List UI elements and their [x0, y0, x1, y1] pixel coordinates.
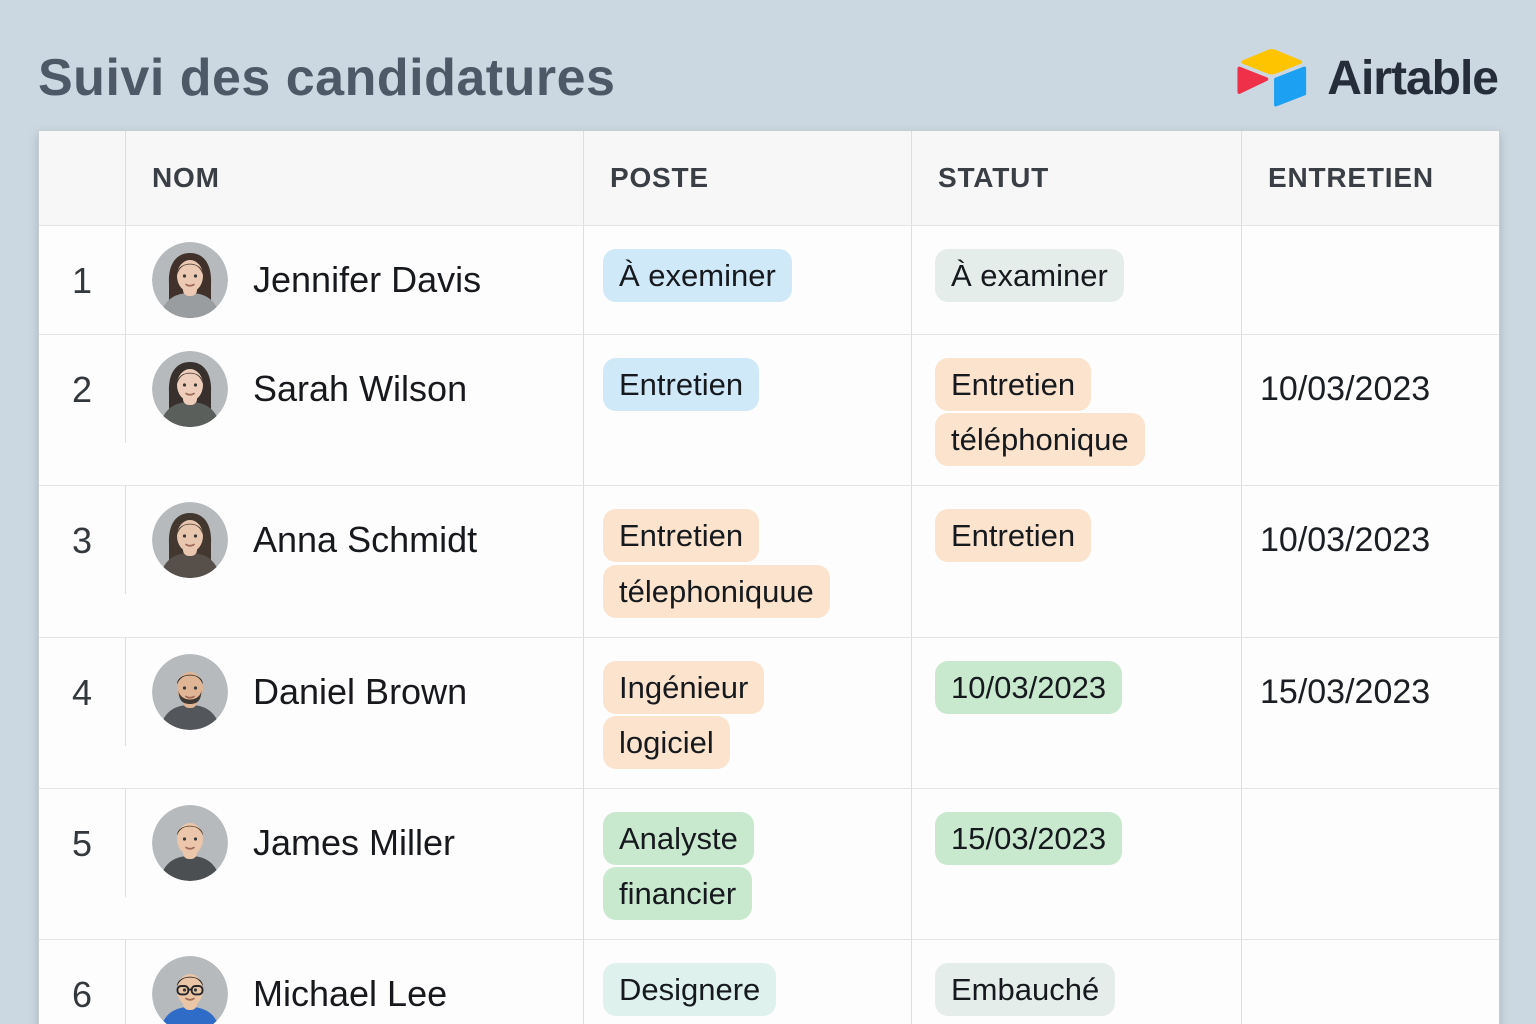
- candidate-name: Michael Lee: [253, 973, 448, 1015]
- statut-cell[interactable]: 15/03/2023: [911, 789, 1241, 940]
- poste-badge: Entretien: [603, 358, 760, 411]
- poste-badge: À exeminer: [603, 249, 792, 302]
- avatar-man-short-hair-beard: [152, 653, 228, 730]
- statut-cell[interactable]: Entretien téléphonique: [911, 335, 1241, 486]
- top-bar: Suivi des candidatures Airtable: [38, 34, 1499, 122]
- column-header-poste[interactable]: POSTE: [583, 131, 911, 225]
- name-cell[interactable]: Daniel Brown: [125, 637, 583, 746]
- poste-cell[interactable]: Ingénieur logiciel: [583, 637, 911, 789]
- name-cell[interactable]: Anna Schmidt: [125, 486, 583, 595]
- airtable-wordmark: Airtable: [1327, 51, 1499, 105]
- table-row[interactable]: 1 Jennifer Davis À exeminer À examiner: [39, 225, 1499, 334]
- entretien-cell[interactable]: 10/03/2023: [1241, 486, 1499, 637]
- row-number[interactable]: 1: [71, 260, 93, 301]
- candidate-name: Sarah Wilson: [253, 368, 468, 409]
- avatar-woman-dark-hair-pulled-back: [152, 351, 228, 427]
- candidate-name: Anna Schmidt: [253, 519, 478, 561]
- row-number[interactable]: 2: [71, 369, 93, 410]
- poste-cell[interactable]: Entretien télephoniquue: [583, 486, 911, 637]
- name-cell[interactable]: Michael Lee: [125, 940, 583, 1024]
- candidate-name: James Miller: [253, 822, 456, 864]
- statut-badge: Entretien: [935, 509, 1092, 563]
- statut-badge: 15/03/2023: [935, 812, 1123, 866]
- table-header-row: NOM POSTE STATUT ENTRETIEN: [39, 131, 1499, 225]
- candidates-table: NOM POSTE STATUT ENTRETIEN 1 Jennifer Davis…: [38, 130, 1500, 1024]
- entretien-cell[interactable]: [1241, 789, 1499, 940]
- name-cell[interactable]: Jennifer Davis: [125, 226, 583, 334]
- column-header-statut[interactable]: STATUT: [911, 131, 1241, 225]
- avatar-man-glasses-blue-shirt: [152, 956, 228, 1024]
- airtable-logo: Airtable: [1233, 45, 1499, 111]
- statut-badge: Entretien téléphonique: [935, 358, 1145, 467]
- statut-badge: Embauché: [935, 963, 1116, 1017]
- poste-cell[interactable]: Analyste financier: [583, 789, 911, 940]
- table-row[interactable]: 6 Michael Lee Designere Embauché: [39, 939, 1499, 1024]
- row-number[interactable]: 6: [71, 974, 93, 1016]
- statut-cell[interactable]: Entretien: [911, 486, 1241, 637]
- avatar-woman-long-brown-hair: [152, 502, 228, 579]
- statut-cell[interactable]: Embauché: [911, 940, 1241, 1024]
- candidate-name: Jennifer Davis: [253, 259, 482, 300]
- page-title: Suivi des candidatures: [38, 49, 616, 107]
- table-row[interactable]: 2 Sarah Wilson Entretien Entretien télép…: [39, 334, 1499, 486]
- airtable-logo-icon: [1237, 49, 1307, 107]
- poste-cell[interactable]: Entretien: [583, 335, 911, 486]
- statut-cell[interactable]: À examiner: [911, 226, 1241, 334]
- poste-badge: Entretien télephoniquue: [603, 509, 830, 618]
- column-header-nom[interactable]: NOM: [125, 131, 583, 225]
- table-row[interactable]: 3 Anna Schmidt Entretien télephoniquue E…: [39, 485, 1499, 637]
- poste-badge: Designere: [603, 963, 777, 1017]
- entretien-cell[interactable]: 15/03/2023: [1241, 637, 1499, 789]
- table-row[interactable]: 5 James Miller Analyste financier 15/03/…: [39, 788, 1499, 940]
- name-cell[interactable]: Sarah Wilson: [125, 335, 583, 443]
- statut-badge: À examiner: [935, 249, 1124, 302]
- statut-cell[interactable]: 10/03/2023: [911, 637, 1241, 789]
- name-cell[interactable]: James Miller: [125, 789, 583, 898]
- poste-cell[interactable]: Designere: [583, 940, 911, 1024]
- table-row[interactable]: 4 Daniel Brown Ingénieur logiciel 10/03/…: [39, 636, 1499, 789]
- column-header-entretien[interactable]: ENTRETIEN: [1241, 131, 1499, 225]
- poste-badge: Analyste financier: [603, 812, 754, 921]
- candidate-name: Daniel Brown: [253, 670, 468, 712]
- statut-badge: 10/03/2023: [935, 660, 1123, 714]
- entretien-cell[interactable]: [1241, 940, 1499, 1024]
- row-number[interactable]: 5: [71, 823, 93, 865]
- row-number[interactable]: 3: [71, 520, 93, 562]
- avatar-woman-long-dark-hair: [152, 242, 228, 318]
- row-number[interactable]: 4: [71, 671, 93, 713]
- entretien-cell[interactable]: 10/03/2023: [1241, 335, 1499, 486]
- row-number-column-header: [39, 131, 125, 225]
- entretien-cell[interactable]: [1241, 226, 1499, 334]
- poste-badge: Ingénieur logiciel: [603, 660, 765, 769]
- avatar-man-short-brown-hair: [152, 805, 228, 882]
- poste-cell[interactable]: À exeminer: [583, 226, 911, 334]
